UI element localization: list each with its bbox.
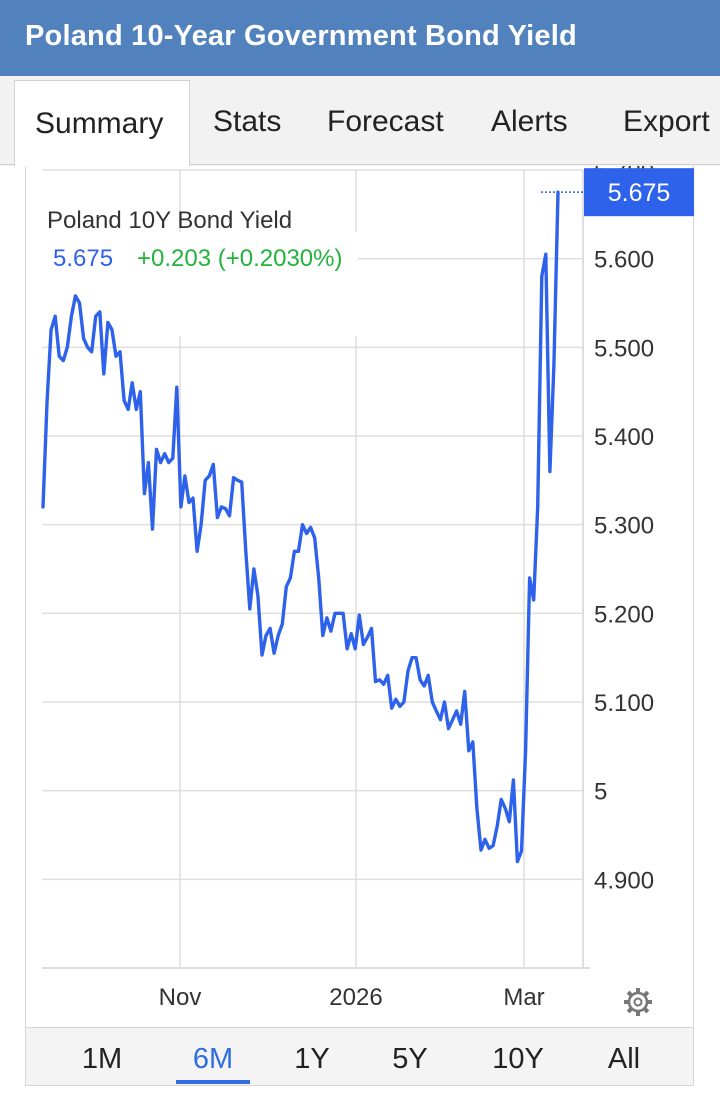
- y-tick-label: 5.100: [594, 690, 654, 717]
- y-tick-label: 5.500: [594, 335, 654, 362]
- active-range-indicator: [176, 1080, 250, 1084]
- range-10y-button[interactable]: 10Y: [492, 1043, 544, 1075]
- range-selector: 1M 6M 1Y 5Y 10Y All: [25, 1028, 694, 1086]
- legend-series-name: Poland 10Y Bond Yield: [47, 207, 292, 234]
- y-tick-label: 5.600: [594, 247, 654, 274]
- x-axis-ticks: Nov 2026 Mar: [159, 984, 545, 1011]
- yield-chart[interactable]: 4.90055.1005.2005.3005.4005.5005.6005.70…: [0, 166, 720, 1028]
- legend-change: +0.203 (+0.2030%): [137, 245, 343, 272]
- range-6m-label: 6M: [192, 1043, 234, 1075]
- last-value-marker: 5.675: [541, 168, 694, 217]
- y-tick-label: 5: [594, 779, 607, 806]
- y-axis-ticks: 4.90055.1005.2005.3005.4005.5005.6005.70…: [594, 166, 654, 894]
- range-5y-button[interactable]: 5Y: [392, 1043, 428, 1075]
- x-tick-label: Nov: [159, 984, 202, 1011]
- tab-export[interactable]: Export: [623, 105, 710, 138]
- yield-series-line: [41, 190, 560, 864]
- range-1m-button[interactable]: 1M: [81, 1043, 123, 1075]
- settings-gear-icon[interactable]: [624, 988, 652, 1016]
- last-value-tag-label: 5.675: [608, 179, 671, 207]
- range-all-button[interactable]: All: [607, 1043, 641, 1075]
- page-title: Poland 10-Year Government Bond Yield: [25, 20, 577, 52]
- x-tick-label: Mar: [503, 984, 544, 1011]
- tab-summary[interactable]: Summary: [14, 80, 190, 166]
- tab-alerts[interactable]: Alerts: [491, 105, 568, 138]
- range-6m-button[interactable]: 6M: [176, 1028, 250, 1084]
- y-tick-label: 5.200: [594, 601, 654, 628]
- y-tick-label: 4.900: [594, 867, 654, 894]
- tab-stats[interactable]: Stats: [213, 105, 282, 138]
- line-layer: [41, 190, 560, 864]
- y-tick-label: 5.300: [594, 513, 654, 540]
- title-bar: Poland 10-Year Government Bond Yield: [0, 0, 720, 76]
- tab-forecast[interactable]: Forecast: [327, 105, 444, 138]
- legend-last-value: 5.675: [53, 245, 113, 272]
- last-value-tag: [584, 168, 694, 217]
- legend-backdrop: [40, 232, 358, 336]
- range-1y-button[interactable]: 1Y: [294, 1043, 330, 1075]
- x-tick-label: 2026: [329, 984, 382, 1011]
- tab-bar-divider: [0, 164, 720, 165]
- y-tick-label: 5.400: [594, 424, 654, 451]
- tab-bar: Summary Stats Forecast Alerts Export: [0, 76, 720, 166]
